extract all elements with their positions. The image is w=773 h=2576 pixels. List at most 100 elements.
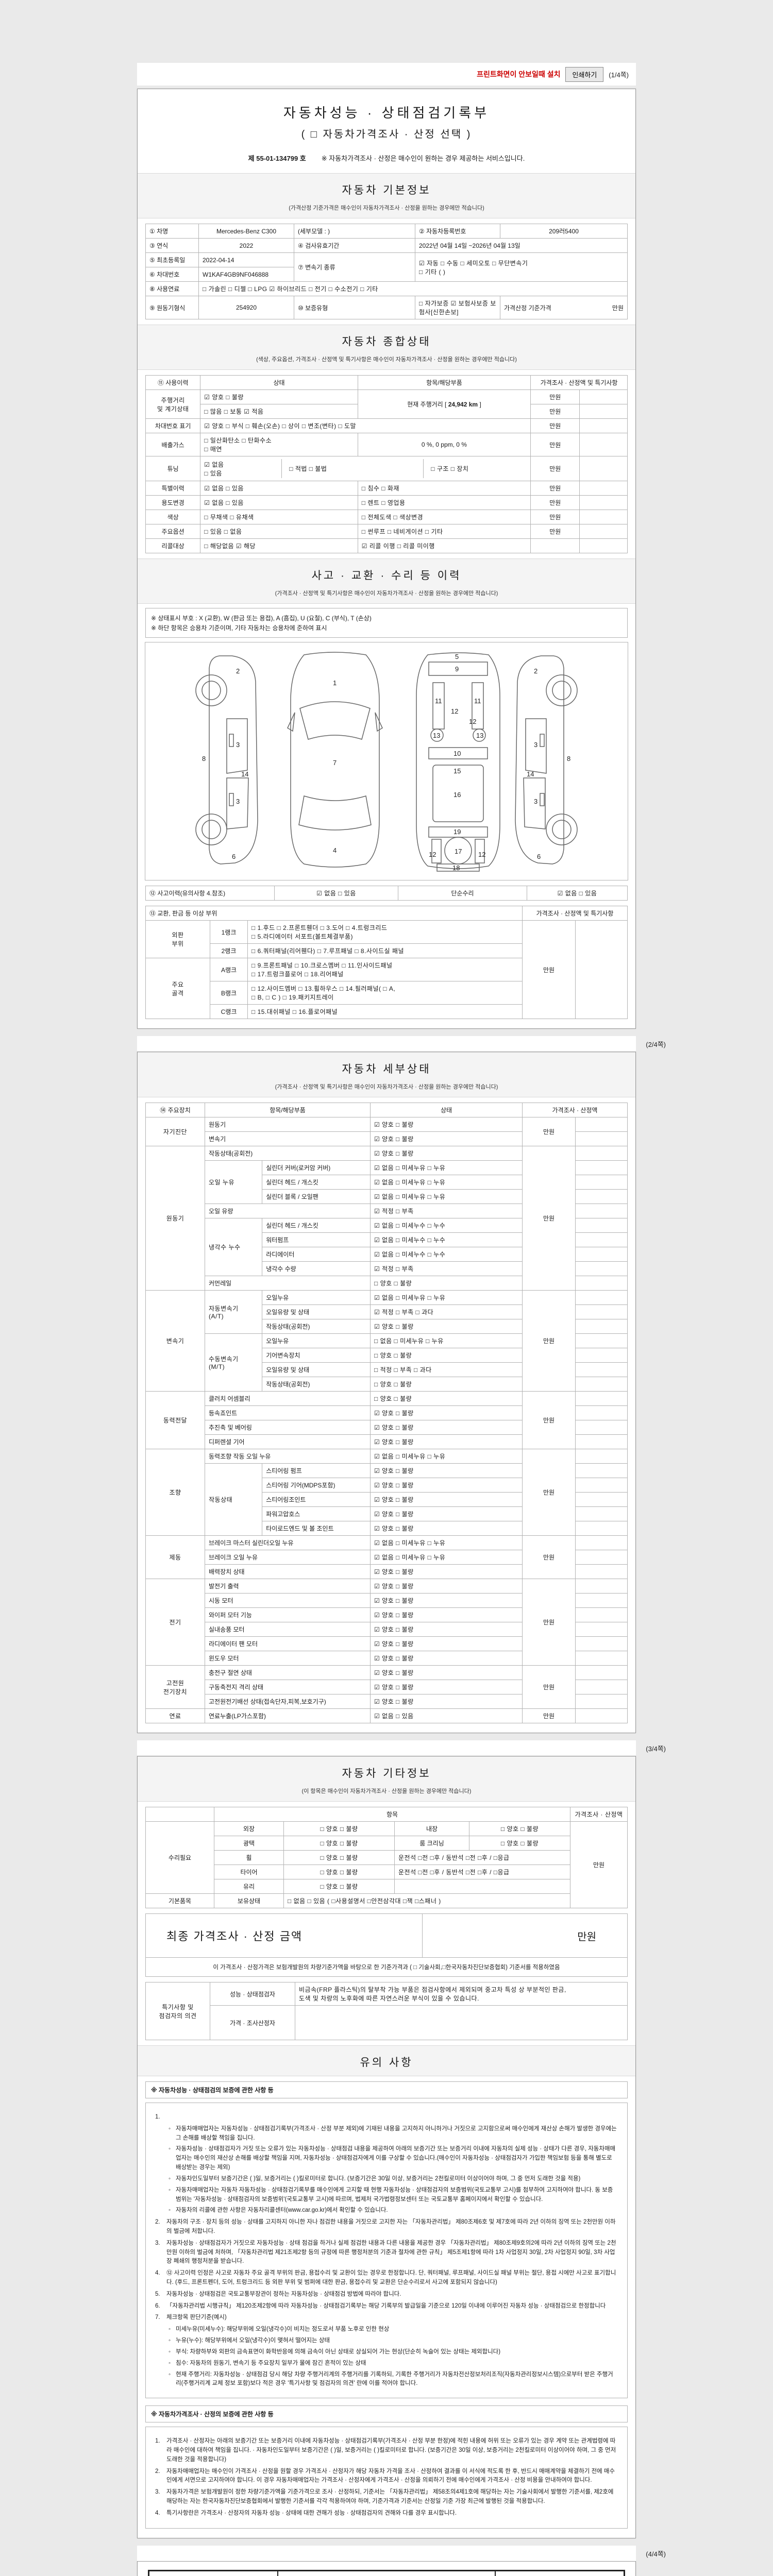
wheel-position-checkbox-group[interactable]: 운전석 □전 □후 / 동반석 □전 □후 / □응급 — [394, 1850, 570, 1865]
remark-cell[interactable] — [575, 1680, 628, 1694]
tuning-type-checkbox-group[interactable]: □ 구조 □ 장치 — [423, 459, 527, 478]
appraiser-remark[interactable] — [295, 2005, 628, 2040]
state-checkbox-group[interactable]: ☑ 없음 □ 미세누유 □ 누유 — [370, 1290, 523, 1305]
state-checkbox-group[interactable]: ☑ 양호 □ 불량 — [370, 1506, 523, 1521]
state-checkbox-group[interactable]: □ 양호 □ 불량 — [370, 1377, 523, 1392]
state-checkbox-group[interactable]: ☑ 양호 □ 불량 — [370, 1665, 523, 1680]
state-checkbox-group[interactable]: ☑ 없음 □ 미세누유 □ 누유 — [370, 1189, 523, 1204]
remark-cell[interactable] — [575, 1204, 628, 1218]
remark-cell[interactable] — [575, 1622, 628, 1637]
state-checkbox-group[interactable]: ☑ 없음 □ 미세누수 □ 누수 — [370, 1218, 523, 1233]
remark-cell[interactable] — [575, 1651, 628, 1666]
state-checkbox-group[interactable]: ☑ 양호 □ 불량 — [370, 1651, 523, 1666]
state-checkbox-group[interactable]: ☑ 양호 □ 불량 — [370, 1521, 523, 1536]
state-checkbox-group[interactable]: ☑ 양호 □ 불량 — [370, 1478, 523, 1493]
rankA-checkbox-group[interactable]: □ 9.프론트패널 □ 10.크로스멤버 □ 11.인사이드패널 □ 17.트렁… — [247, 958, 523, 981]
polish-checkbox-group[interactable]: □ 양호 □ 불량 — [283, 1836, 395, 1851]
remark-cell[interactable] — [575, 1521, 628, 1536]
remark-cell[interactable] — [575, 1362, 628, 1377]
hold-state-checkbox-group[interactable]: □ 없음 □ 있음 ( □사용설명서 □안전삼각대 □잭 □스패너 ) — [283, 1893, 570, 1908]
exterior-checkbox-group[interactable]: □ 양호 □ 불량 — [283, 1821, 395, 1836]
usage-type-checkbox-group[interactable]: □ 렌트 □ 영업용 — [357, 495, 531, 510]
mileage-state-checkbox-group[interactable]: ☑ 양호 □ 불량 — [200, 389, 358, 404]
remark-cell[interactable] — [579, 404, 628, 419]
transmission-checkbox-group[interactable]: ☑ 자동 □ 수동 □ 세미오토 □ 무단변속기 □ 기타 ( ) — [415, 252, 628, 282]
recall-done-checkbox-group[interactable]: ☑ 리콜 이행 □ 리콜 미이행 — [357, 538, 531, 553]
remark-cell[interactable] — [575, 1694, 628, 1709]
remark-cell[interactable] — [575, 1463, 628, 1478]
remark-cell[interactable] — [575, 1290, 628, 1305]
rank2-checkbox-group[interactable]: □ 6.쿼터패널(리어휀다) □ 7.루프패널 □ 8.사이드실 패널 — [247, 943, 523, 958]
remark-cell[interactable] — [575, 1708, 628, 1723]
state-checkbox-group[interactable]: □ 적정 □ 부족 □ 과다 — [370, 1362, 523, 1377]
remark-cell[interactable] — [575, 1607, 628, 1622]
warranty-checkbox-group[interactable]: □ 자가보증 ☑ 보험사보증 보험사[신한손보] — [415, 296, 500, 319]
tire-position-checkbox-group[interactable]: 운전석 □전 □후 / 동반석 □전 □후 / □응급 — [394, 1865, 570, 1879]
state-checkbox-group[interactable]: ☑ 양호 □ 불량 — [370, 1146, 523, 1161]
state-checkbox-group[interactable]: ☑ 없음 □ 미세누유 □ 누유 — [370, 1535, 523, 1550]
remark-cell[interactable] — [579, 538, 628, 553]
remark-cell[interactable] — [575, 1247, 628, 1262]
tire-checkbox-group[interactable]: □ 양호 □ 불량 — [283, 1865, 395, 1879]
state-checkbox-group[interactable]: ☑ 양호 □ 불량 — [370, 1636, 523, 1651]
state-checkbox-group[interactable]: □ 양호 □ 불량 — [370, 1391, 523, 1406]
remark-cell[interactable] — [575, 1117, 628, 1132]
remark-cell[interactable] — [575, 1449, 628, 1464]
remark-cell[interactable] — [575, 1348, 628, 1363]
remark-cell[interactable] — [575, 1434, 628, 1449]
state-checkbox-group[interactable]: ☑ 적정 □ 부족 — [370, 1261, 523, 1276]
state-checkbox-group[interactable]: ☑ 없음 □ 미세누수 □ 누수 — [370, 1232, 523, 1247]
remark-cell[interactable] — [575, 1304, 628, 1319]
state-checkbox-group[interactable]: ☑ 적정 □ 부족 — [370, 1204, 523, 1218]
state-checkbox-group[interactable]: ☑ 양호 □ 불량 — [370, 1319, 523, 1334]
remark-cell[interactable] — [575, 1333, 628, 1348]
option-type-checkbox-group[interactable]: □ 썬루프 □ 네비게이션 □ 기타 — [357, 524, 531, 539]
state-checkbox-group[interactable]: ☑ 양호 □ 불량 — [370, 1564, 523, 1579]
remark-cell[interactable] — [575, 1478, 628, 1493]
remark-cell[interactable] — [579, 481, 628, 496]
state-checkbox-group[interactable]: ☑ 양호 □ 불량 — [370, 1420, 523, 1435]
state-checkbox-group[interactable]: ☑ 양호 □ 불량 — [370, 1117, 523, 1132]
glass-checkbox-group[interactable]: □ 양호 □ 불량 — [283, 1879, 395, 1894]
state-checkbox-group[interactable]: ☑ 양호 □ 불량 — [370, 1694, 523, 1709]
remark-cell[interactable] — [579, 510, 628, 524]
special-type-checkbox-group[interactable]: □ 침수 □ 화재 — [357, 481, 531, 496]
remark-cell[interactable] — [575, 1146, 628, 1161]
recall-checkbox-group[interactable]: □ 해당없음 ☑ 해당 — [200, 538, 358, 553]
tuning-legal-checkbox-group[interactable]: □ 적법 □ 불법 — [281, 459, 423, 478]
remark-cell[interactable] — [575, 1506, 628, 1521]
remark-cell[interactable] — [575, 1550, 628, 1565]
paint-checkbox-group[interactable]: □ 전체도색 □ 색상변경 — [357, 510, 531, 524]
state-checkbox-group[interactable]: ☑ 없음 □ 미세누유 □ 누유 — [370, 1449, 523, 1464]
remark-cell[interactable] — [575, 1218, 628, 1233]
remark-cell[interactable] — [575, 1535, 628, 1550]
state-checkbox-group[interactable]: ☑ 양호 □ 불량 — [370, 1607, 523, 1622]
remark-cell[interactable] — [575, 1665, 628, 1680]
state-checkbox-group[interactable]: ☑ 적정 □ 부족 □ 과다 — [370, 1304, 523, 1319]
tuning-exist-checkbox-group[interactable]: ☑ 없음 □ 있음 — [204, 461, 224, 477]
color-checkbox-group[interactable]: □ 무채색 □ 유채색 — [200, 510, 358, 524]
remark-cell[interactable] — [575, 1276, 628, 1291]
remark-cell[interactable] — [575, 1391, 628, 1406]
remark-cell[interactable] — [575, 1636, 628, 1651]
fuel-checkbox-group[interactable]: □ 가솔린 □ 디젤 □ LPG ☑ 하이브리드 □ 전기 □ 수소전기 □ 기… — [198, 281, 628, 296]
mileage-amount-checkbox-group[interactable]: □ 많음 □ 보통 ☑ 적음 — [200, 404, 358, 419]
remark-cell[interactable] — [579, 433, 628, 456]
remark-cell[interactable] — [575, 1160, 628, 1175]
state-checkbox-group[interactable]: ☑ 양호 □ 불량 — [370, 1434, 523, 1449]
wheel-checkbox-group[interactable]: □ 양호 □ 불량 — [283, 1850, 395, 1865]
room-cleaning-checkbox-group[interactable]: □ 양호 □ 불량 — [469, 1836, 570, 1851]
state-checkbox-group[interactable]: ☑ 양호 □ 불량 — [370, 1463, 523, 1478]
accident-history-checkbox-group[interactable]: ☑ 없음 □ 있음 — [274, 886, 398, 901]
state-checkbox-group[interactable]: ☑ 양호 □ 불량 — [370, 1405, 523, 1420]
remark-cell[interactable] — [575, 1492, 628, 1507]
remark-cell[interactable] — [579, 418, 628, 433]
usage-change-checkbox-group[interactable]: ☑ 없음 □ 있음 — [200, 495, 358, 510]
remark-cell[interactable] — [575, 1232, 628, 1247]
remark-cell[interactable] — [575, 920, 628, 1019]
remark-cell[interactable] — [575, 1579, 628, 1594]
interior-checkbox-group[interactable]: □ 양호 □ 불량 — [469, 1821, 570, 1836]
remark-cell[interactable] — [575, 1131, 628, 1146]
option-checkbox-group[interactable]: □ 있음 □ 없음 — [200, 524, 358, 539]
